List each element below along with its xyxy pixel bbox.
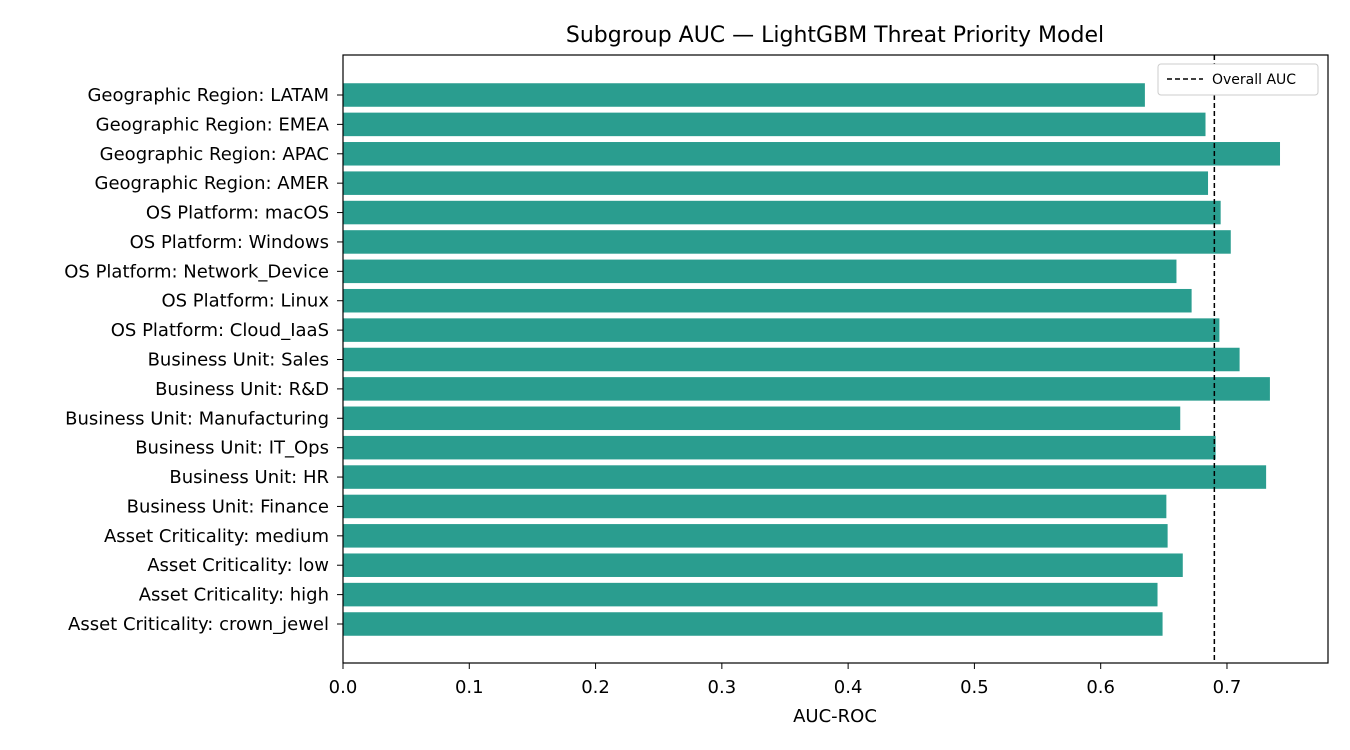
- bars-group: [343, 83, 1281, 636]
- bar: [343, 171, 1209, 195]
- bar: [343, 142, 1281, 166]
- bar: [343, 83, 1145, 107]
- x-tick-label: 0.1: [455, 677, 484, 698]
- x-tick-label: 0.3: [708, 677, 737, 698]
- y-axis: Asset Criticality: crown_jewel Asset Crit…: [64, 85, 343, 635]
- y-tick-label: Asset Criticality: high: [139, 585, 329, 606]
- bar: [343, 288, 1192, 313]
- y-tick-label: OS Platform: macOS: [146, 203, 329, 224]
- x-tick-label: 0.6: [1086, 677, 1115, 698]
- y-tick-label: Business Unit: Manufacturing: [65, 408, 329, 429]
- x-tick-label: 0.7: [1213, 677, 1242, 698]
- bar: [343, 347, 1240, 372]
- x-tick-label: 0.0: [329, 677, 358, 698]
- x-tick-label: 0.4: [834, 677, 863, 698]
- bar: [343, 112, 1206, 137]
- bar: [343, 259, 1177, 284]
- bar: [343, 200, 1221, 225]
- y-tick-label: Asset Criticality: crown_jewel: [68, 614, 329, 635]
- y-tick-label: Business Unit: HR: [169, 467, 329, 488]
- y-tick-label: Geographic Region: AMER: [95, 173, 329, 194]
- bar: [343, 377, 1270, 401]
- y-tick-label: Business Unit: Sales: [148, 350, 329, 371]
- y-tick-label: Asset Criticality: medium: [104, 526, 329, 547]
- y-tick-label: Geographic Region: EMEA: [96, 114, 330, 135]
- y-tick-label: Geographic Region: LATAM: [87, 85, 329, 106]
- bar: [343, 582, 1158, 607]
- bar: [343, 318, 1220, 342]
- legend-box: [1157, 63, 1319, 96]
- y-tick-label: OS Platform: Windows: [130, 232, 329, 253]
- y-tick-label: OS Platform: Linux: [161, 291, 329, 312]
- x-tick-label: 0.5: [960, 677, 989, 698]
- y-tick-label: Business Unit: R&D: [155, 379, 329, 400]
- bar: [343, 612, 1163, 636]
- x-axis: 0.0 0.1 0.2 0.3 0.4 0.5 0.6 0.7: [329, 663, 1242, 698]
- legend-label: Overall AUC: [1212, 72, 1296, 88]
- y-tick-label: Business Unit: IT_Ops: [135, 438, 329, 459]
- legend: Overall AUC: [1157, 63, 1319, 96]
- chart-title: Subgroup AUC — LightGBM Threat Priority …: [566, 23, 1104, 48]
- y-tick-label: Business Unit: Finance: [127, 496, 329, 517]
- bar: [343, 435, 1216, 460]
- bar: [343, 230, 1231, 254]
- x-tick-label: 0.2: [581, 677, 610, 698]
- y-tick-label: OS Platform: Cloud_IaaS: [111, 320, 329, 341]
- x-axis-title: AUC-ROC: [793, 706, 877, 727]
- y-tick-label: OS Platform: Network_Device: [64, 261, 329, 282]
- bar: [343, 465, 1267, 489]
- y-tick-label: Asset Criticality: low: [147, 555, 329, 576]
- bar: [343, 524, 1168, 548]
- bar: [343, 406, 1181, 431]
- bar: [343, 553, 1183, 577]
- bar: [343, 494, 1167, 519]
- y-tick-label: Geographic Region: APAC: [100, 144, 329, 165]
